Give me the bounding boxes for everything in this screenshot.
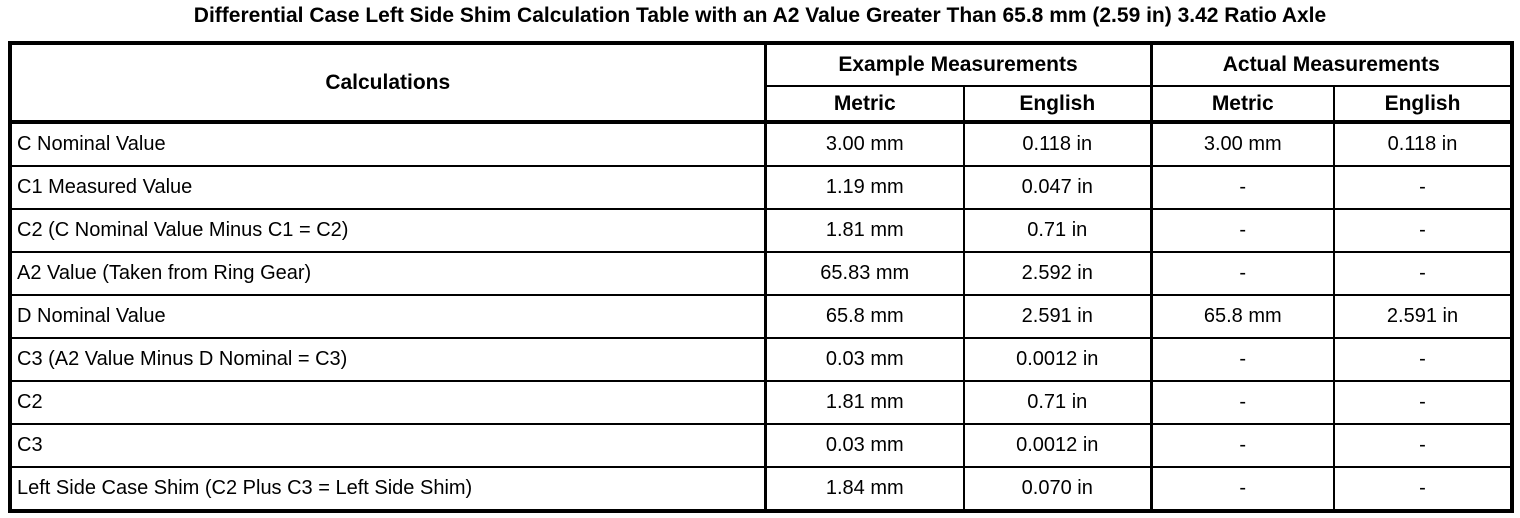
table-row: C3 0.03 mm 0.0012 in - - [9, 423, 1514, 468]
example-metric-cell: 0.03 mm [763, 337, 965, 382]
table-row: C2 (C Nominal Value Minus C1 = C2) 1.81 … [9, 208, 1514, 253]
shim-calculation-table: Calculations Example Measurements Actual… [8, 41, 1515, 513]
actual-english-cell: - [1332, 165, 1514, 210]
table-row: A2 Value (Taken from Ring Gear) 65.83 mm… [9, 251, 1514, 296]
calculation-label-cell: C3 (A2 Value Minus D Nominal = C3) [9, 337, 766, 382]
example-metric-cell: 1.81 mm [763, 208, 965, 253]
example-english-cell: 0.118 in [963, 121, 1152, 167]
actual-metric-cell: - [1149, 423, 1335, 468]
actual-english-cell: - [1332, 466, 1514, 512]
actual-metric-cell: 3.00 mm [1149, 121, 1335, 167]
actual-english-cell: - [1332, 208, 1514, 253]
example-english-cell: 2.592 in [963, 251, 1152, 296]
actual-english-cell: 2.591 in [1332, 294, 1514, 339]
calculation-label-cell: A2 Value (Taken from Ring Gear) [9, 251, 766, 296]
calculation-label-cell: C Nominal Value [9, 121, 766, 167]
col-group-example-measurements: Example Measurements [763, 42, 1152, 87]
actual-metric-cell: - [1149, 165, 1335, 210]
table-row: C2 1.81 mm 0.71 in - - [9, 380, 1514, 425]
col-header-calculations: Calculations [9, 42, 766, 124]
example-english-cell: 2.591 in [963, 294, 1152, 339]
example-metric-cell: 1.84 mm [763, 466, 965, 512]
example-english-cell: 0.0012 in [963, 337, 1152, 382]
actual-metric-cell: - [1149, 380, 1335, 425]
actual-metric-cell: - [1149, 466, 1335, 512]
example-metric-cell: 65.8 mm [763, 294, 965, 339]
actual-metric-cell: - [1149, 337, 1335, 382]
actual-english-cell: - [1332, 337, 1514, 382]
table-row: C1 Measured Value 1.19 mm 0.047 in - - [9, 165, 1514, 210]
calculation-label-cell: C2 (C Nominal Value Minus C1 = C2) [9, 208, 766, 253]
calculation-label-cell: Left Side Case Shim (C2 Plus C3 = Left S… [9, 466, 766, 512]
table-row: C3 (A2 Value Minus D Nominal = C3) 0.03 … [9, 337, 1514, 382]
table-row: Left Side Case Shim (C2 Plus C3 = Left S… [9, 466, 1514, 512]
group-header-row: Calculations Example Measurements Actual… [9, 42, 1514, 124]
calculation-label-cell: C3 [9, 423, 766, 468]
actual-metric-cell: - [1149, 208, 1335, 253]
actual-metric-cell: 65.8 mm [1149, 294, 1335, 339]
example-metric-cell: 3.00 mm [763, 121, 965, 167]
example-english-cell: 0.070 in [963, 466, 1152, 512]
col-group-actual-measurements: Actual Measurements [1149, 42, 1514, 87]
actual-english-cell: 0.118 in [1332, 121, 1514, 167]
example-english-cell: 0.71 in [963, 380, 1152, 425]
example-metric-cell: 1.81 mm [763, 380, 965, 425]
subheader-actual-english: English [1332, 85, 1514, 124]
subheader-example-metric: Metric [763, 85, 965, 124]
table-body: C Nominal Value 3.00 mm 0.118 in 3.00 mm… [9, 121, 1514, 512]
page-title: Differential Case Left Side Shim Calcula… [193, 4, 1327, 27]
actual-metric-cell: - [1149, 251, 1335, 296]
subheader-row: Metric English Metric English [10, 85, 1514, 124]
subheader-example-english: English [963, 85, 1152, 124]
example-metric-cell: 1.19 mm [763, 165, 965, 210]
example-metric-cell: 65.83 mm [763, 251, 965, 296]
example-english-cell: 0.0012 in [963, 423, 1152, 468]
calculation-label-cell: C1 Measured Value [9, 165, 766, 210]
table-row: D Nominal Value 65.8 mm 2.591 in 65.8 mm… [9, 294, 1514, 339]
table-header: Calculations Example Measurements Actual… [9, 42, 1514, 124]
example-metric-cell: 0.03 mm [763, 423, 965, 468]
calculation-label-cell: D Nominal Value [9, 294, 766, 339]
actual-english-cell: - [1332, 251, 1514, 296]
example-english-cell: 0.71 in [963, 208, 1152, 253]
table-row: C Nominal Value 3.00 mm 0.118 in 3.00 mm… [9, 121, 1514, 167]
example-english-cell: 0.047 in [963, 165, 1152, 210]
calculation-label-cell: C2 [9, 380, 766, 425]
actual-english-cell: - [1332, 380, 1514, 425]
actual-english-cell: - [1332, 423, 1514, 468]
subheader-actual-metric: Metric [1149, 85, 1335, 124]
